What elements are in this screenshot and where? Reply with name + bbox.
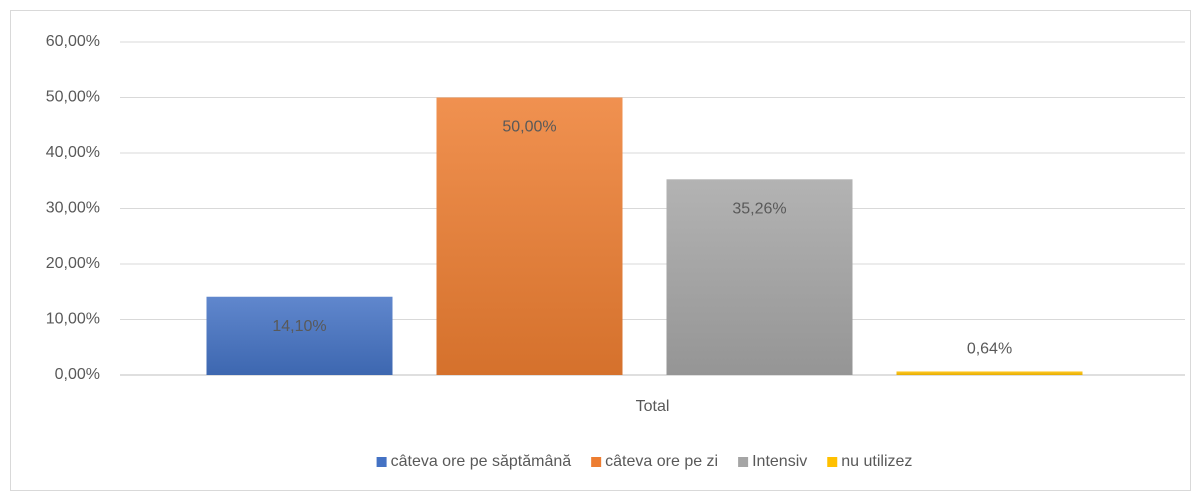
bar xyxy=(896,371,1083,375)
legend-swatch xyxy=(738,457,749,467)
y-tick-label: 60,00% xyxy=(46,33,100,50)
y-tick-label: 40,00% xyxy=(46,144,100,161)
legend-swatch xyxy=(376,457,387,467)
legend-label: Intensiv xyxy=(752,453,807,470)
legend-label: câteva ore pe săptămână xyxy=(391,453,572,470)
bar xyxy=(666,179,853,375)
data-label: 35,26% xyxy=(732,201,786,218)
y-tick-label: 20,00% xyxy=(46,255,100,272)
data-label: 50,00% xyxy=(502,119,556,136)
y-tick-label: 0,00% xyxy=(55,366,100,383)
data-label: 0,64% xyxy=(967,341,1012,358)
data-label: 14,10% xyxy=(272,318,326,335)
legend: câteva ore pe săptămână câteva ore pe zi I… xyxy=(376,453,912,470)
bar xyxy=(436,97,623,375)
y-tick-label: 10,00% xyxy=(46,311,100,328)
bar xyxy=(206,296,393,375)
legend-swatch xyxy=(827,457,838,467)
legend-swatch xyxy=(591,457,602,467)
x-tick-label: Total xyxy=(636,398,670,415)
y-tick-label: 30,00% xyxy=(46,200,100,217)
legend-label: nu utilizez xyxy=(841,453,912,470)
y-tick-label: 50,00% xyxy=(46,89,100,106)
legend-label: câteva ore pe zi xyxy=(605,453,718,470)
